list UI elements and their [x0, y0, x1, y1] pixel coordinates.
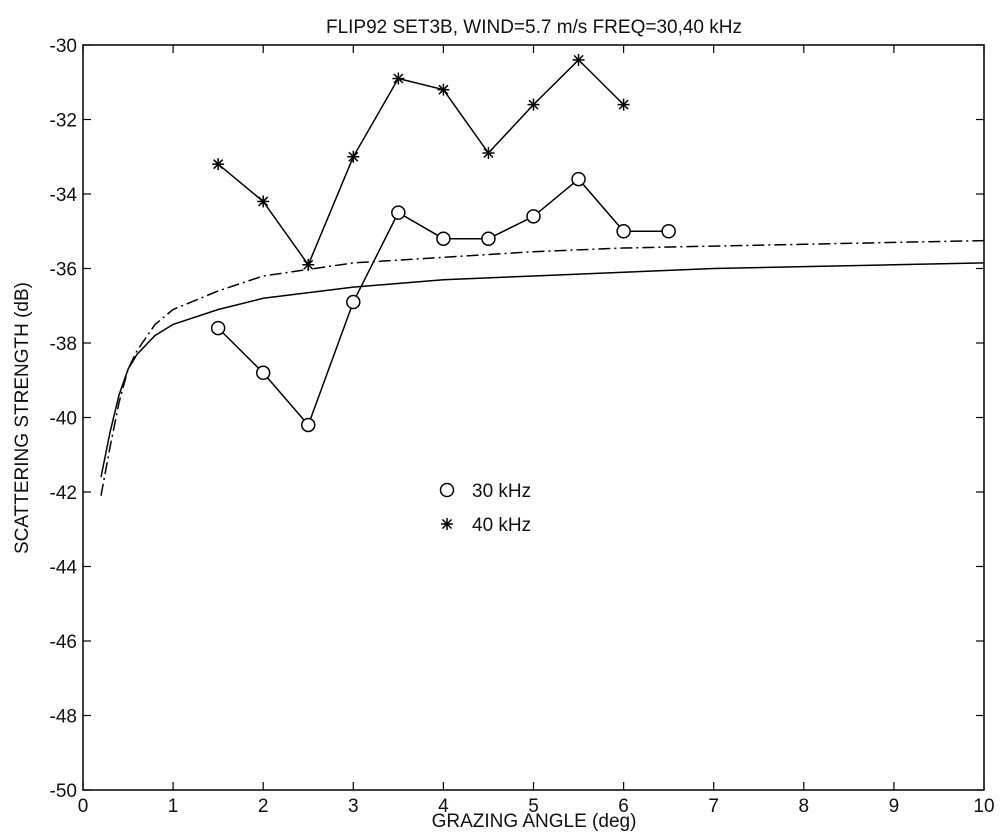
y-tick-labels: -50 -48 -46 -44 -42 -40 -38 -36 -34 -32 -30	[50, 36, 78, 802]
x-tick-label: 6	[618, 796, 629, 817]
data-point-circle	[255, 365, 271, 381]
y-tick-label: -46	[50, 632, 77, 653]
legend-entry-30khz: 30 kHz	[439, 481, 531, 502]
data-point-circle	[436, 231, 451, 246]
data-point-circle	[661, 224, 676, 239]
x-tick-label: 1	[168, 796, 179, 817]
data-point-asterisk	[617, 98, 630, 111]
y-tick-label: -34	[50, 185, 78, 206]
data-point-asterisk	[572, 53, 585, 66]
data-point-circle	[571, 171, 586, 187]
x-tick-labels: 0 1 2 3 4 5 6 7 8 9 10	[78, 796, 995, 817]
y-tick-label: -40	[50, 409, 77, 430]
data-point-asterisk	[347, 150, 360, 163]
data-point-asterisk	[437, 83, 450, 96]
y-tick-label: -32	[50, 111, 77, 132]
x-tick-label: 3	[348, 796, 359, 817]
legend-marker-asterisk	[441, 518, 453, 530]
x-tick-label: 5	[528, 796, 539, 817]
y-tick-label: -42	[50, 483, 77, 504]
y-tick-label: -30	[50, 36, 77, 57]
data-point-asterisk	[257, 195, 270, 208]
model-curve-dashdot	[100, 239, 985, 496]
y-tick-label: -36	[50, 260, 77, 281]
data-point-asterisk	[212, 158, 225, 171]
axis-ticks	[82, 44, 985, 791]
x-tick-label: 10	[973, 796, 994, 817]
x-axis-label: GRAZING ANGLE (deg)	[432, 811, 637, 832]
data-point-circle	[391, 205, 406, 220]
data-point-asterisk	[392, 72, 405, 85]
y-tick-label: -44	[50, 558, 78, 579]
data-series	[210, 53, 676, 433]
plot-area	[82, 44, 985, 791]
y-axis-label: SCATTERING STRENGTH (dB)	[12, 282, 33, 554]
legend-label-30khz: 30 kHz	[472, 481, 531, 502]
model-curves	[100, 239, 985, 496]
legend-label-40khz: 40 kHz	[472, 515, 531, 536]
chart-title: FLIP92 SET3B, WIND=5.7 m/s FREQ=30,40 kH…	[326, 17, 742, 38]
legend-entry-40khz: 40 kHz	[441, 515, 531, 536]
x-tick-label: 2	[258, 796, 269, 817]
data-point-asterisk	[482, 147, 495, 160]
data-point-circle	[301, 417, 316, 433]
data-point-circle	[346, 294, 361, 310]
data-point-circle	[526, 209, 541, 224]
y-tick-label: -50	[50, 781, 77, 802]
series-line	[217, 58, 625, 267]
data-point-circle	[210, 320, 226, 336]
x-tick-label: 4	[438, 796, 449, 817]
y-tick-label: -48	[50, 707, 77, 728]
x-tick-label: 7	[708, 796, 719, 817]
data-point-asterisk	[302, 258, 315, 271]
data-point-asterisk	[527, 98, 540, 111]
data-point-circle	[616, 224, 631, 239]
legend-marker-circle	[439, 482, 455, 498]
data-point-circle	[481, 231, 496, 246]
x-tick-label: 9	[889, 796, 900, 817]
x-tick-label: 8	[799, 796, 810, 817]
y-tick-label: -38	[50, 334, 77, 355]
legend: 30 kHz 40 kHz	[439, 481, 531, 536]
x-tick-label: 0	[78, 796, 89, 817]
